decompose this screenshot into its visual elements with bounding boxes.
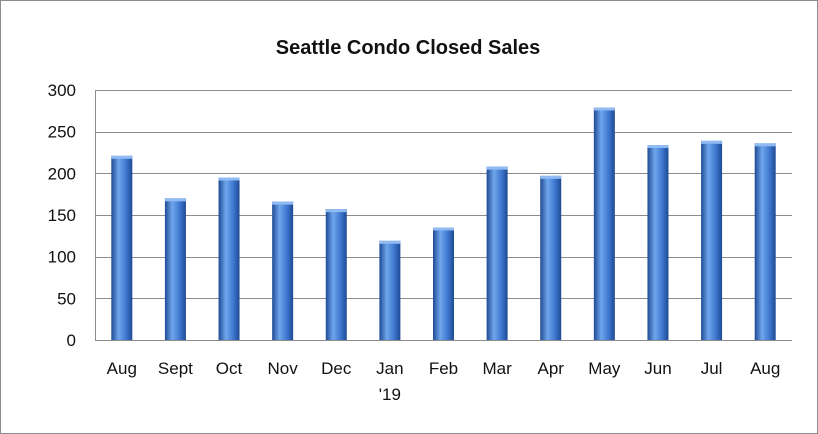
y-tick-label: 200 — [48, 164, 76, 183]
bar-cap — [754, 143, 776, 147]
bar — [164, 198, 186, 340]
y-tick-label: 50 — [57, 289, 76, 308]
x-tick-label: Sept — [158, 359, 193, 378]
x-tick-label: Aug — [750, 359, 780, 378]
bar-cap — [593, 107, 615, 111]
bar — [647, 145, 669, 340]
chart-title: Seattle Condo Closed Sales — [276, 37, 541, 59]
bar-cap — [540, 175, 562, 179]
y-tick-label: 0 — [67, 331, 76, 350]
bar — [433, 227, 454, 340]
y-tick-label: 150 — [48, 206, 76, 225]
gridlines — [95, 90, 792, 299]
x-tick-label: Apr — [537, 359, 564, 378]
x-tick-label: May — [588, 359, 621, 378]
bar-cap — [218, 177, 240, 181]
y-tick-labels: 0 50 100 150 200 250 300 — [48, 81, 76, 350]
bar — [486, 166, 508, 340]
bar-cap — [433, 227, 454, 231]
bar — [593, 107, 615, 340]
bars — [111, 107, 776, 340]
x-tick-label: Jul — [701, 359, 723, 378]
bar-cap — [272, 201, 294, 205]
x-tick-label: Aug — [107, 359, 137, 378]
x-tick-label: Mar — [482, 359, 512, 378]
bar-cap — [486, 166, 508, 170]
bar-cap — [164, 198, 186, 202]
x-tick-label: Jan '19 — [376, 359, 403, 404]
bar-cap — [647, 145, 669, 148]
bar — [272, 201, 294, 340]
x-tick-label: Jun — [644, 359, 671, 378]
bar-cap — [701, 140, 723, 144]
x-tick-label: Oct — [216, 359, 243, 378]
bar — [111, 155, 133, 340]
y-tick-label: 300 — [48, 81, 76, 100]
bar — [379, 240, 401, 340]
bar — [540, 175, 562, 340]
x-tick-label: Dec — [321, 359, 352, 378]
x-tick-labels: Aug Sept Oct Nov Dec Jan '19 Feb Mar Apr May Jun Jul… — [107, 359, 781, 404]
y-tick-label: 250 — [48, 123, 76, 142]
bar — [218, 177, 240, 340]
bar — [754, 143, 776, 340]
bar — [701, 140, 723, 340]
y-tick-label: 100 — [48, 248, 76, 267]
bar-cap — [325, 209, 347, 213]
x-tick-label: Nov — [268, 359, 299, 378]
x-tick-label: Feb — [429, 359, 458, 378]
axes — [95, 90, 792, 341]
bar — [325, 209, 347, 340]
bar-cap — [379, 240, 401, 244]
bar-cap — [111, 155, 133, 159]
